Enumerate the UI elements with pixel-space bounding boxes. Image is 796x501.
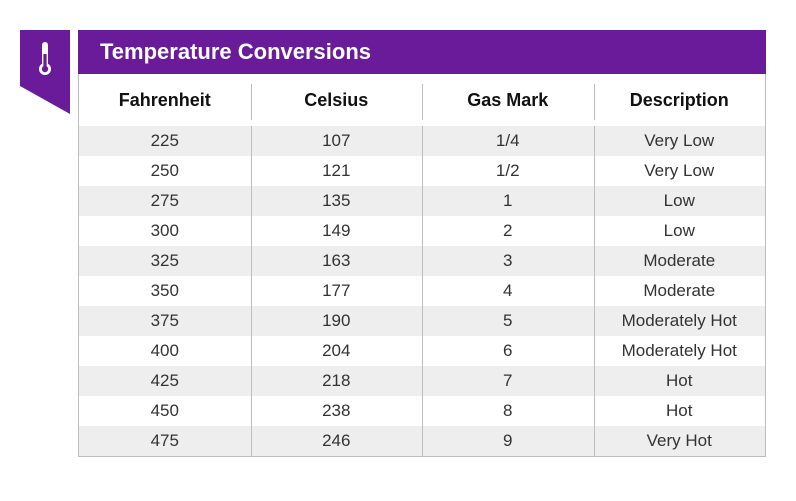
badge-top — [20, 30, 70, 86]
thermometer-icon — [38, 40, 52, 76]
table-cell: Low — [594, 216, 766, 246]
table-cell: 5 — [422, 306, 594, 336]
table-cell: 450 — [79, 396, 251, 426]
table-row: 3751905Moderately Hot — [79, 306, 765, 336]
table-cell: 177 — [251, 276, 423, 306]
table-row: 3251633Moderate — [79, 246, 765, 276]
table-cell: Moderately Hot — [594, 336, 766, 366]
table-header-row: Fahrenheit Celsius Gas Mark Description — [79, 74, 765, 126]
table-cell: 250 — [79, 156, 251, 186]
table-cell: Moderate — [594, 276, 766, 306]
table-cell: Hot — [594, 396, 766, 426]
table-cell: 149 — [251, 216, 423, 246]
table-cell: 225 — [79, 126, 251, 156]
col-header-gasmark: Gas Mark — [422, 74, 594, 126]
table-cell: 238 — [251, 396, 423, 426]
table-cell: 6 — [422, 336, 594, 366]
table-cell: 4 — [422, 276, 594, 306]
table-cell: Moderate — [594, 246, 766, 276]
table-cell: 218 — [251, 366, 423, 396]
table-cell: 7 — [422, 366, 594, 396]
table-body: 2251071/4Very Low2501211/2Very Low275135… — [79, 126, 765, 456]
table-row: 4502388Hot — [79, 396, 765, 426]
table-cell: 1 — [422, 186, 594, 216]
col-header-fahrenheit: Fahrenheit — [79, 74, 251, 126]
table-cell: 375 — [79, 306, 251, 336]
table-cell: Low — [594, 186, 766, 216]
table-row: 2501211/2Very Low — [79, 156, 765, 186]
table-row: 4252187Hot — [79, 366, 765, 396]
table-cell: 107 — [251, 126, 423, 156]
table-row: 2251071/4Very Low — [79, 126, 765, 156]
card-title: Temperature Conversions — [78, 30, 766, 74]
table-cell: 475 — [79, 426, 251, 456]
conversion-table: Fahrenheit Celsius Gas Mark Description … — [78, 74, 766, 457]
table-cell: 204 — [251, 336, 423, 366]
table-cell: 350 — [79, 276, 251, 306]
col-header-celsius: Celsius — [251, 74, 423, 126]
table-row: 2751351Low — [79, 186, 765, 216]
table-cell: 246 — [251, 426, 423, 456]
table-cell: 300 — [79, 216, 251, 246]
table-cell: 425 — [79, 366, 251, 396]
table-cell: Very Hot — [594, 426, 766, 456]
table-cell: 2 — [422, 216, 594, 246]
table-row: 4002046Moderately Hot — [79, 336, 765, 366]
table-cell: 1/2 — [422, 156, 594, 186]
table-cell: Moderately Hot — [594, 306, 766, 336]
table-cell: 163 — [251, 246, 423, 276]
table-cell: 8 — [422, 396, 594, 426]
table-row: 3001492Low — [79, 216, 765, 246]
table-cell: 400 — [79, 336, 251, 366]
col-header-description: Description — [594, 74, 766, 126]
table-cell: Hot — [594, 366, 766, 396]
table-cell: 135 — [251, 186, 423, 216]
table-cell: 121 — [251, 156, 423, 186]
table-cell: 3 — [422, 246, 594, 276]
table-row: 4752469Very Hot — [79, 426, 765, 456]
table-cell: 9 — [422, 426, 594, 456]
table-cell: 1/4 — [422, 126, 594, 156]
table-cell: 190 — [251, 306, 423, 336]
table-cell: Very Low — [594, 156, 766, 186]
conversion-card: Temperature Conversions Fahrenheit Celsi… — [30, 30, 766, 457]
table-cell: 275 — [79, 186, 251, 216]
badge-chevron — [20, 86, 70, 114]
table-row: 3501774Moderate — [79, 276, 765, 306]
table-cell: Very Low — [594, 126, 766, 156]
table-cell: 325 — [79, 246, 251, 276]
sidebar-badge — [20, 30, 70, 114]
